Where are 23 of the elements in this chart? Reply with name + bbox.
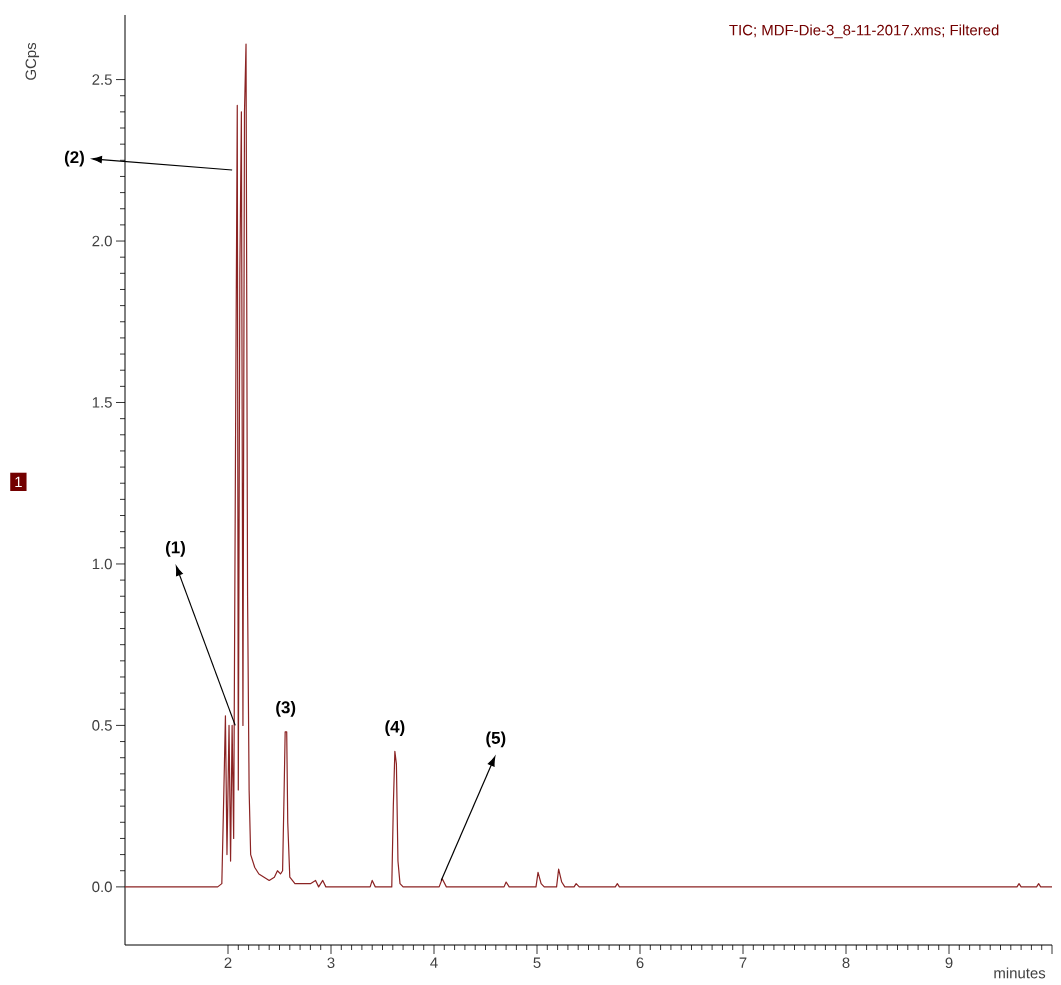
y-tick-label: 1.0 xyxy=(92,558,112,570)
x-axis-title: minutes xyxy=(994,967,1046,979)
x-tick-label: 2 xyxy=(224,957,232,968)
x-tick-label: 4 xyxy=(430,957,438,968)
annotation: (3) xyxy=(276,700,296,717)
y-axis-title: GCps xyxy=(25,42,40,80)
annotation: (1) xyxy=(165,540,185,557)
y-tick-label: 1.5 xyxy=(92,397,112,408)
x-tick-label: 3 xyxy=(327,957,335,969)
text: TIC; MDF-Die-3_8-11-2017.xms; Filtered xyxy=(729,24,999,39)
x-tick-label: 6 xyxy=(636,957,644,969)
annotation: (4) xyxy=(385,720,405,737)
y-tick-label: 0.0 xyxy=(92,881,112,893)
x-tick-label: 9 xyxy=(945,957,953,969)
x-tick-label: 5 xyxy=(533,957,541,968)
text: 1 xyxy=(15,476,22,487)
y-tick-label: 2.0 xyxy=(92,235,112,247)
y-tick-label: 2.5 xyxy=(92,74,112,85)
x-tick-label: 7 xyxy=(739,957,747,968)
y-tick-label: 0.5 xyxy=(92,720,112,731)
annotation: (5) xyxy=(486,731,506,748)
x-tick-label: 8 xyxy=(842,957,850,969)
annotation: (2) xyxy=(64,150,84,167)
